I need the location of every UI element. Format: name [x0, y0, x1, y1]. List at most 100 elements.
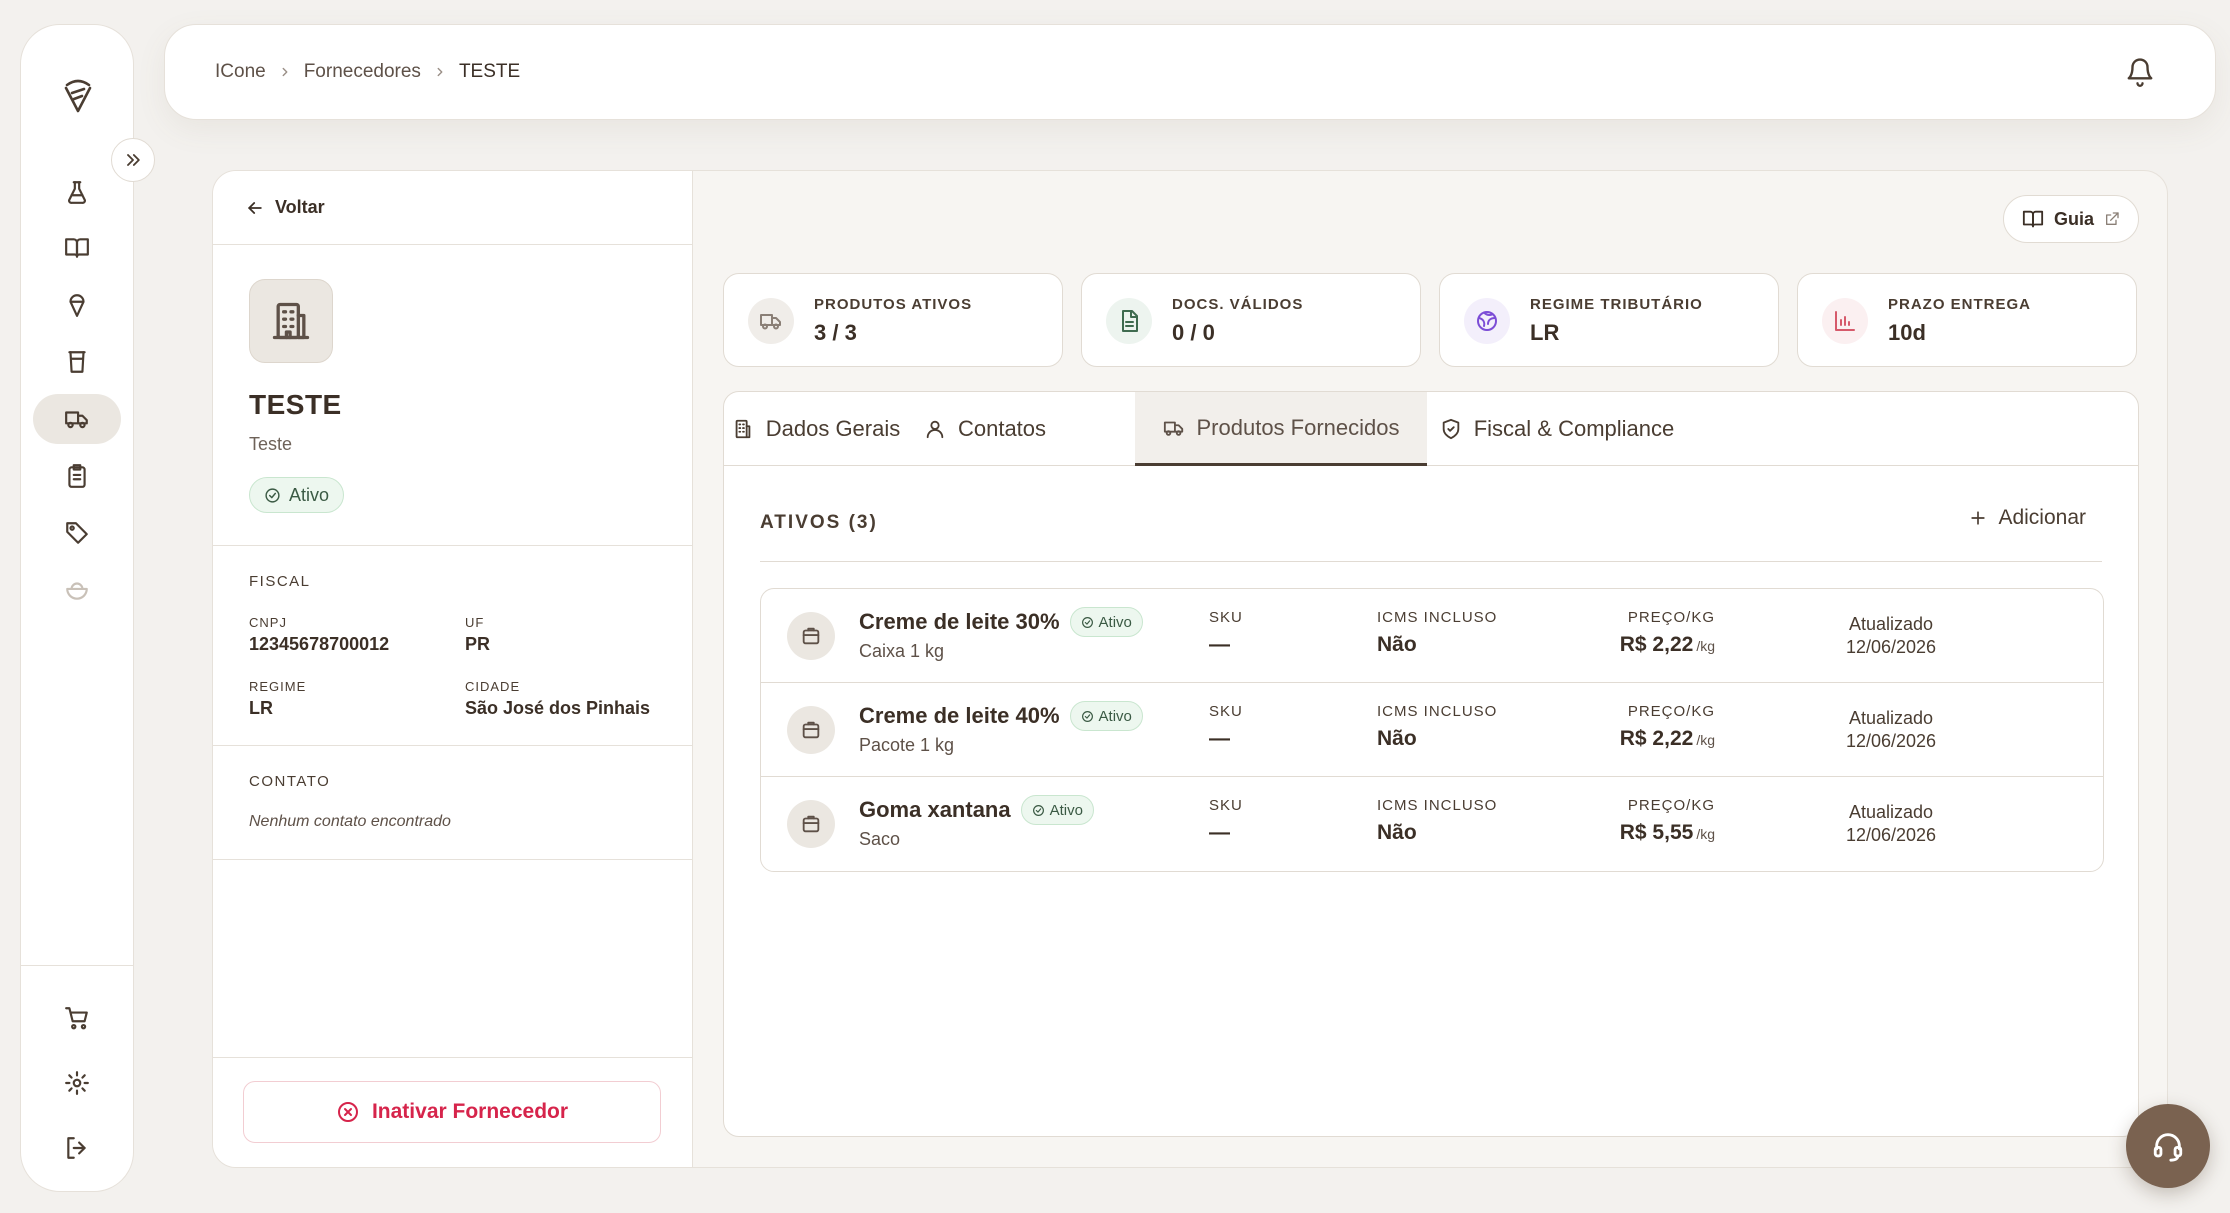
add-product-button[interactable]: Adicionar	[1968, 506, 2086, 530]
cnpj-label: CNPJ	[249, 615, 287, 630]
updated-label: Atualizado	[1848, 802, 1934, 822]
updated-date: 12/06/2026	[1845, 731, 1937, 751]
tab-bar: Dados Gerais Contatos Produtos Fornecido…	[724, 392, 2138, 466]
price-label: PREÇO/KG	[1627, 609, 1715, 626]
regime-value: LR	[249, 698, 273, 718]
sidebar-item-settings[interactable]	[33, 1058, 121, 1108]
cart-icon	[65, 1007, 88, 1030]
back-button[interactable]: Voltar	[213, 171, 693, 245]
truck-icon	[65, 411, 88, 429]
sidebar-item-recipes[interactable]	[33, 223, 121, 273]
inactivate-label: Inativar Fornecedor	[371, 1100, 569, 1123]
status-label: Ativo	[1098, 707, 1132, 725]
gear-icon	[65, 1071, 89, 1095]
sidebar-item-suppliers[interactable]	[33, 394, 121, 444]
check-circle-icon	[1081, 616, 1093, 628]
stat-card-valid-docs: DOCS. VÁLIDOS 0 / 0	[1081, 273, 1421, 367]
icms-label: ICMS INCLUSO	[1377, 797, 1498, 814]
breadcrumb-root[interactable]: ICone	[215, 61, 266, 82]
sku-value: —	[1209, 727, 1230, 750]
tab-produtos-fornecidos[interactable]: Produtos Fornecidos	[1135, 392, 1427, 466]
divider	[213, 859, 693, 860]
price-value: R$ 5,55/kg	[1620, 821, 1715, 845]
status-label: Ativo	[1049, 801, 1083, 819]
tab-label: Fiscal & Compliance	[1473, 416, 1675, 441]
sidebar-expand-button[interactable]	[111, 138, 155, 182]
active-products-heading: ATIVOS (3)	[760, 512, 878, 533]
updated-date: 12/06/2026	[1845, 825, 1937, 845]
cidade-value: São José dos Pinhais	[465, 698, 651, 718]
logout-icon	[67, 1137, 86, 1159]
tabs-content-card: Dados Gerais Contatos Produtos Fornecido…	[723, 391, 2139, 1137]
price-amount: R$ 5,55	[1619, 821, 1694, 844]
list-item[interactable]: Creme de leite 30% Ativo Caixa 1 kg SKU …	[761, 589, 2103, 683]
status-badge: Ativo	[1069, 607, 1143, 637]
breadcrumb-current: TESTE	[458, 61, 521, 82]
chevron-right-icon	[433, 65, 447, 79]
truck-icon	[1163, 421, 1183, 436]
product-name: Goma xantana Ativo	[859, 795, 1094, 825]
book-open-icon	[2022, 210, 2044, 228]
external-link-icon	[2106, 212, 2119, 225]
status-badge: Ativo	[1069, 701, 1143, 731]
sku-value: —	[1209, 821, 1230, 844]
sidebar-item-cup[interactable]	[33, 337, 121, 387]
support-chat-button[interactable]	[2126, 1104, 2210, 1188]
cidade-label: CIDADE	[465, 679, 521, 694]
chevrons-right-icon	[127, 154, 140, 166]
price-value: R$ 2,22/kg	[1620, 727, 1715, 751]
product-name-text: Goma xantana	[859, 797, 1011, 822]
stat-card-tax-regime: REGIME TRIBUTÁRIO LR	[1439, 273, 1779, 367]
supplier-content-area: Guia PRODUTOS ATIVOS 3 / 3 DOCS. VÁLIDOS…	[693, 171, 2167, 1167]
building-icon	[272, 302, 310, 340]
list-item[interactable]: Creme de leite 40% Ativo Pacote 1 kg SKU…	[761, 683, 2103, 777]
inactivate-supplier-button[interactable]: Inativar Fornecedor	[243, 1081, 661, 1143]
stat-card-delivery-time: PRAZO ENTREGA 10d	[1797, 273, 2137, 367]
plus-icon	[1971, 511, 1986, 525]
add-label: Adicionar	[1998, 506, 2086, 529]
list-item[interactable]: Goma xantana Ativo Saco SKU — ICMS INCLU…	[761, 777, 2103, 871]
divider	[213, 745, 693, 746]
stat-value: 10d	[1888, 320, 1926, 345]
app-logo-icon[interactable]	[60, 71, 96, 115]
regime-label: REGIME	[249, 679, 307, 694]
headset-icon	[2153, 1133, 2183, 1162]
tab-label: Produtos Fornecidos	[1196, 414, 1400, 440]
package-icon	[787, 706, 835, 754]
check-circle-icon	[1032, 804, 1044, 816]
sku-label: SKU	[1209, 609, 1243, 626]
tab-dados-gerais[interactable]: Dados Gerais	[724, 392, 908, 466]
stat-value: 3 / 3	[814, 320, 857, 345]
sidebar-item-bowl[interactable]	[33, 565, 121, 615]
sidebar-item-cart[interactable]	[33, 993, 121, 1043]
building-icon	[735, 419, 751, 439]
tab-contatos[interactable]: Contatos	[908, 392, 1062, 466]
sidebar-item-tags[interactable]	[33, 508, 121, 558]
guide-button[interactable]: Guia	[2002, 195, 2139, 243]
products-list: Creme de leite 30% Ativo Caixa 1 kg SKU …	[760, 588, 2104, 872]
status-label: Ativo	[289, 484, 330, 505]
tag-icon	[66, 522, 88, 544]
stat-label: PRODUTOS ATIVOS	[814, 296, 973, 313]
notifications-bell-icon[interactable]	[2125, 57, 2155, 87]
sidebar-divider	[21, 965, 133, 966]
sidebar-item-icecream[interactable]	[33, 280, 121, 330]
product-name-text: Creme de leite 30%	[859, 609, 1060, 634]
supplier-name: TESTE	[249, 389, 342, 420]
tab-label: Dados Gerais	[765, 416, 901, 441]
price-value: R$ 2,22/kg	[1620, 633, 1715, 657]
icms-label: ICMS INCLUSO	[1377, 703, 1498, 720]
icms-value: Não	[1377, 727, 1417, 750]
breadcrumb-section[interactable]: Fornecedores	[303, 61, 421, 82]
price-unit: /kg	[1696, 638, 1715, 654]
sidebar-item-checklist[interactable]	[33, 451, 121, 501]
divider	[213, 1057, 693, 1058]
sidebar-item-logout[interactable]	[33, 1123, 121, 1173]
sku-label: SKU	[1209, 703, 1243, 720]
tab-fiscal-compliance[interactable]: Fiscal & Compliance	[1427, 392, 1687, 466]
sidebar-item-lab[interactable]	[33, 167, 121, 217]
check-circle-icon	[265, 487, 280, 503]
clipboard-icon	[68, 464, 86, 488]
package-icon	[787, 800, 835, 848]
globe-icon	[1464, 298, 1510, 344]
